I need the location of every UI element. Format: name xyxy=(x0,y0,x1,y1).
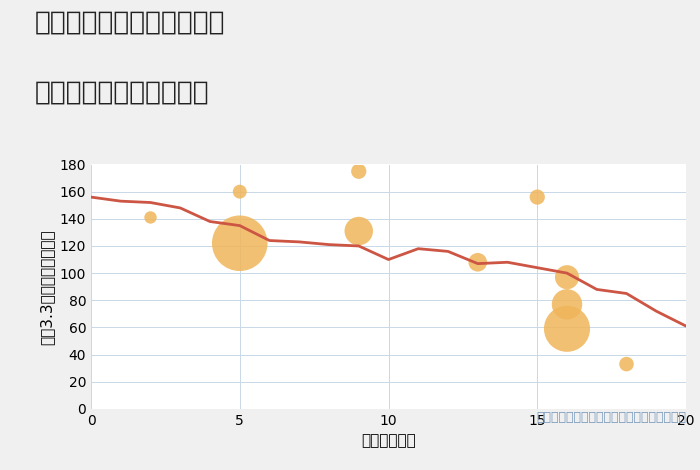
Point xyxy=(234,240,246,247)
Point xyxy=(353,227,364,235)
Text: 神奈川県茅ヶ崎市茅ヶ崎の: 神奈川県茅ヶ崎市茅ヶ崎の xyxy=(35,9,225,35)
Y-axis label: 坪（3.3㎡）単価（万円）: 坪（3.3㎡）単価（万円） xyxy=(39,229,54,345)
Point xyxy=(561,301,573,308)
Point xyxy=(561,325,573,333)
Text: 駅距離別中古戸建て価格: 駅距離別中古戸建て価格 xyxy=(35,80,209,106)
Point xyxy=(532,193,543,201)
Point xyxy=(472,258,483,266)
Point xyxy=(561,274,573,281)
Text: 円の大きさは、取引のあった物件面積を示す: 円の大きさは、取引のあった物件面積を示す xyxy=(536,411,686,424)
Point xyxy=(234,188,246,196)
Point xyxy=(353,167,364,175)
Point xyxy=(145,214,156,221)
Point xyxy=(621,360,632,368)
X-axis label: 駅距離（分）: 駅距離（分） xyxy=(361,433,416,448)
